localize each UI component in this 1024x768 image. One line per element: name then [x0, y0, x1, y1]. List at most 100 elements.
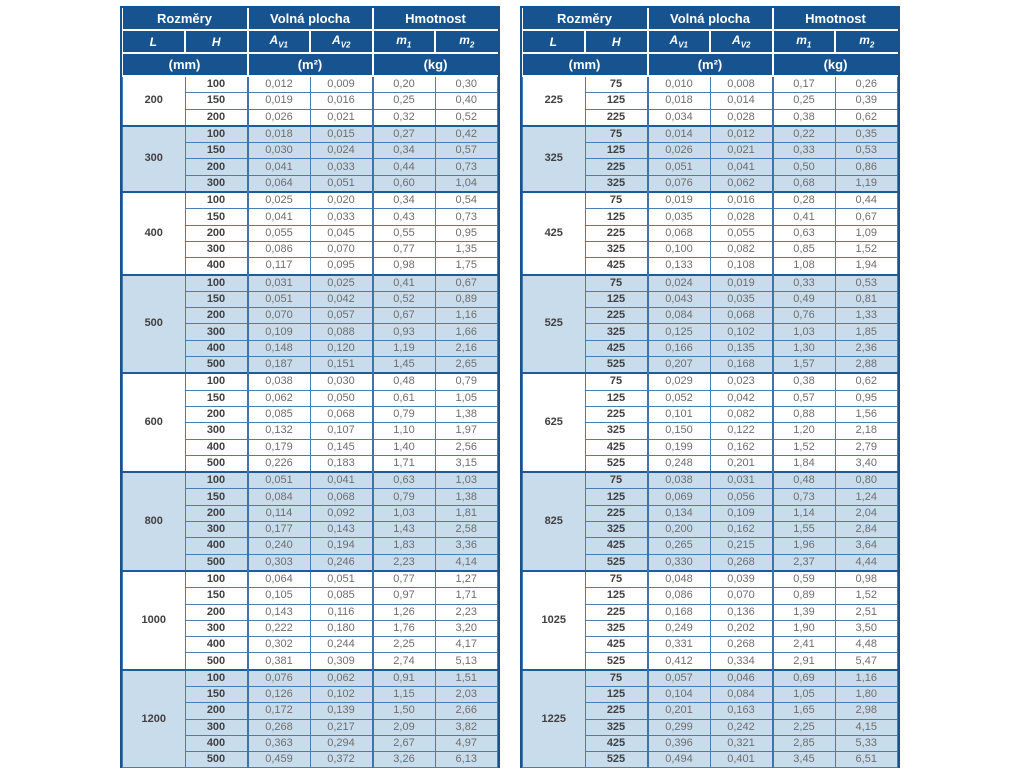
av1-value-cell: 0,150	[647, 422, 711, 440]
m1-value-cell: 0,52	[371, 290, 436, 309]
av2-value-cell: 0,294	[309, 734, 373, 753]
av1-value-cell: 0,363	[247, 734, 311, 753]
av1-value-cell: 0,303	[247, 553, 311, 572]
m1-value-cell: 0,68	[771, 174, 836, 193]
h-value-cell: 200	[184, 158, 249, 176]
av1-value-cell: 0,268	[247, 718, 311, 736]
m2-value-cell: 0,81	[834, 290, 898, 309]
av1-value-cell: 0,101	[647, 405, 711, 424]
av2-value-cell: 0,016	[309, 92, 373, 110]
m1-value-cell: 0,34	[371, 142, 436, 160]
m2-value-cell: 2,65	[434, 356, 498, 374]
table-row: 325 0,249 0,202 1,90 3,50	[523, 619, 898, 638]
av2-value-cell: 0,334	[709, 652, 773, 671]
h-value-cell: 150	[184, 290, 249, 309]
av2-value-cell: 0,019	[709, 273, 773, 292]
m1-value-cell: 1,08	[771, 257, 836, 276]
col-header-l: L	[522, 29, 586, 54]
table-row: 225 0,201 0,163 1,65 2,98	[523, 702, 898, 720]
m2-value-cell: 6,51	[834, 751, 898, 768]
av1-value-cell: 0,100	[647, 240, 711, 259]
av2-value-cell: 0,401	[709, 751, 773, 768]
av1-value-cell: 0,084	[647, 307, 711, 325]
l-value-cell: 400	[122, 191, 186, 276]
m1-value-cell: 1,03	[371, 504, 436, 523]
col-header-l: L	[122, 29, 186, 54]
h-value-cell: 500	[184, 454, 249, 473]
m1-value-cell: 0,38	[771, 108, 836, 127]
m2-value-cell: 2,16	[434, 339, 498, 358]
av1-value-cell: 0,302	[247, 636, 311, 654]
m1-value-cell: 1,57	[771, 356, 836, 374]
m1-value-cell: 0,17	[771, 75, 836, 94]
av2-value-cell: 0,102	[309, 685, 373, 704]
col-subscript: V1	[278, 40, 288, 50]
m1-value-cell: 0,33	[771, 142, 836, 160]
av2-value-cell: 0,092	[309, 504, 373, 523]
av1-value-cell: 0,029	[647, 372, 711, 391]
table-row: 125 0,069 0,056 0,73 1,24	[523, 488, 898, 506]
av2-value-cell: 0,122	[709, 422, 773, 440]
m2-value-cell: 6,13	[434, 751, 498, 768]
m2-value-cell: 3,82	[434, 718, 498, 736]
h-value-cell: 400	[184, 734, 249, 753]
av2-value-cell: 0,008	[709, 75, 773, 94]
col-symbol: m	[459, 33, 470, 48]
h-value-cell: 225	[584, 224, 649, 242]
h-value-cell: 325	[584, 240, 649, 259]
m1-value-cell: 0,79	[371, 405, 436, 424]
col-subscript: V1	[678, 40, 688, 50]
m2-value-cell: 4,97	[434, 734, 498, 753]
av2-value-cell: 0,246	[309, 553, 373, 572]
av1-value-cell: 0,024	[647, 273, 711, 292]
table-row: 425 0,331 0,268 2,41 4,48	[523, 636, 898, 654]
h-value-cell: 100	[184, 668, 249, 687]
m2-value-cell: 1,94	[834, 257, 898, 276]
av1-value-cell: 0,248	[647, 454, 711, 473]
m1-value-cell: 0,32	[371, 108, 436, 127]
m2-value-cell: 0,52	[434, 108, 498, 127]
m1-value-cell: 1,90	[771, 619, 836, 638]
av2-value-cell: 0,068	[309, 405, 373, 424]
m1-value-cell: 2,91	[771, 652, 836, 671]
col-symbol: m	[396, 33, 407, 48]
m1-value-cell: 1,43	[371, 521, 436, 539]
m2-value-cell: 0,98	[834, 569, 898, 589]
table-row: 325 0,150 0,122 1,20 2,18	[523, 422, 898, 440]
av2-value-cell: 0,202	[709, 619, 773, 638]
av1-value-cell: 0,064	[247, 174, 311, 193]
av2-value-cell: 0,085	[309, 587, 373, 605]
table-row: 125 0,018 0,014 0,25 0,39	[523, 92, 898, 110]
table-row: 225 0,051 0,041 0,50 0,86	[523, 158, 898, 176]
m1-value-cell: 0,77	[371, 569, 436, 589]
col-symbol: A	[669, 33, 679, 48]
m2-value-cell: 2,84	[834, 521, 898, 539]
m2-value-cell: 3,15	[434, 454, 498, 473]
m2-value-cell: 0,54	[434, 191, 498, 210]
m2-value-cell: 1,56	[834, 405, 898, 424]
table-row: 525 0,412 0,334 2,91 5,47	[523, 652, 898, 671]
m1-value-cell: 2,41	[771, 636, 836, 654]
table-header: Rozměry Volná plocha Hmotnost L H AV1 AV…	[522, 8, 898, 77]
av2-value-cell: 0,033	[309, 158, 373, 176]
h-value-cell: 125	[584, 389, 649, 407]
h-value-cell: 150	[184, 208, 249, 226]
av1-value-cell: 0,331	[647, 636, 711, 654]
table-row: 525 0,494 0,401 3,45 6,51	[523, 751, 898, 768]
table-row: 200 0,172 0,139 1,50 2,66	[123, 702, 498, 720]
h-value-cell: 75	[584, 273, 649, 292]
h-value-cell: 525	[584, 356, 649, 374]
m1-value-cell: 0,61	[371, 389, 436, 407]
av1-value-cell: 0,105	[247, 587, 311, 605]
header-symbol-row: L H AV1 AV2 m1 m2	[122, 29, 498, 54]
av1-value-cell: 0,062	[247, 389, 311, 407]
table-row: 150 0,126 0,102 1,15 2,03	[123, 685, 498, 704]
av2-value-cell: 0,045	[309, 224, 373, 242]
table-row: 1200 100 0,076 0,062 0,91 1,51	[122, 668, 498, 768]
h-value-cell: 125	[584, 208, 649, 226]
av1-value-cell: 0,064	[247, 569, 311, 589]
m1-value-cell: 1,26	[371, 603, 436, 621]
m2-value-cell: 1,51	[434, 668, 498, 687]
h-value-cell: 225	[584, 603, 649, 621]
m2-value-cell: 0,40	[434, 92, 498, 110]
